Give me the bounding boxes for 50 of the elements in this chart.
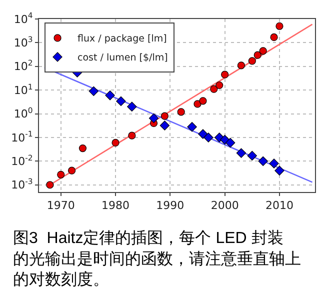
point <box>128 132 136 140</box>
point <box>194 100 202 108</box>
point <box>225 138 236 148</box>
legend-label: cost / lumen [$/lm] <box>78 52 168 64</box>
point <box>254 51 262 59</box>
point <box>160 112 168 120</box>
x-tick-label: 2010 <box>265 199 294 212</box>
point <box>57 170 65 178</box>
point <box>68 166 76 174</box>
point <box>46 181 54 189</box>
point <box>237 62 246 70</box>
point <box>274 166 284 176</box>
point <box>112 138 120 147</box>
point <box>199 97 207 105</box>
x-tick-label: 1990 <box>156 199 184 212</box>
y-tick-label: 10$^{0}$ <box>14 106 33 121</box>
point <box>116 96 126 106</box>
point <box>236 148 246 158</box>
y-tick-label: 10$^{1}$ <box>14 82 33 97</box>
point <box>127 102 137 112</box>
point <box>216 81 224 90</box>
point <box>198 129 208 139</box>
point <box>247 150 257 161</box>
point <box>248 57 256 65</box>
point <box>269 158 279 168</box>
y-tick-label: 10$^{4}$ <box>14 11 33 26</box>
x-tick-label: 2000 <box>210 199 239 212</box>
point <box>160 120 170 130</box>
y-tick-label: 10$^{-3}$ <box>11 177 33 192</box>
point <box>177 108 185 116</box>
caption: 图3 Haitz定律的插图，每个 LED 封装的光输出是时间的函数，请注意垂直轴上的对数刻度。 <box>13 229 301 289</box>
point <box>276 22 284 30</box>
point <box>270 33 278 42</box>
y-tick-label: 10$^{3}$ <box>14 34 33 50</box>
point <box>148 113 159 124</box>
x-tick-label: 1970 <box>46 199 75 212</box>
x-tick-label: 1980 <box>102 199 130 212</box>
y-tick-label: 10$^{-1}$ <box>11 130 33 144</box>
point <box>105 90 115 100</box>
point <box>204 132 214 142</box>
point <box>210 85 218 93</box>
point <box>221 70 229 78</box>
point <box>187 122 197 132</box>
point <box>258 156 268 166</box>
point <box>78 144 87 152</box>
point <box>259 47 267 55</box>
point <box>88 86 98 96</box>
legend-label: flux / package [lm] <box>78 34 167 45</box>
y-tick-label: 10$^{2}$ <box>14 58 33 74</box>
y-tick-label: 10$^{-2}$ <box>11 153 33 168</box>
